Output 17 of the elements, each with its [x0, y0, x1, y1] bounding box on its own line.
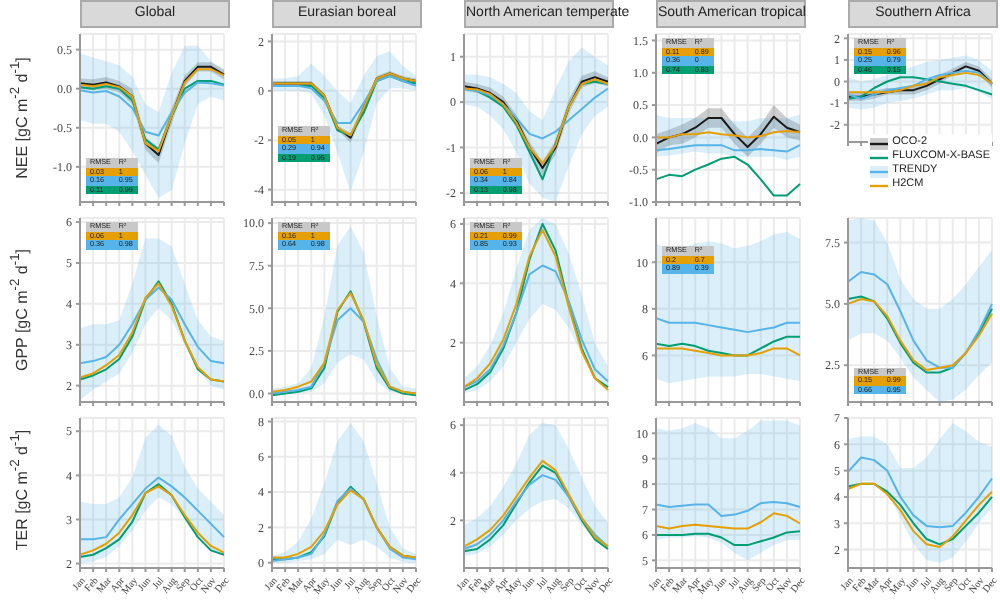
line-series	[655, 335, 801, 357]
line-series	[655, 530, 801, 547]
line-series	[655, 115, 801, 149]
line-series	[463, 87, 609, 140]
line-series	[655, 155, 801, 197]
line-series	[847, 456, 993, 529]
line-series	[847, 270, 993, 369]
line-series	[79, 79, 225, 151]
line-series	[79, 81, 225, 137]
line-series	[271, 75, 417, 124]
line-series	[655, 512, 801, 530]
line-series	[79, 286, 225, 365]
line-series	[79, 476, 225, 541]
line-series	[655, 500, 801, 517]
line-series	[463, 264, 609, 389]
line-series	[655, 317, 801, 334]
line-series	[847, 71, 993, 94]
